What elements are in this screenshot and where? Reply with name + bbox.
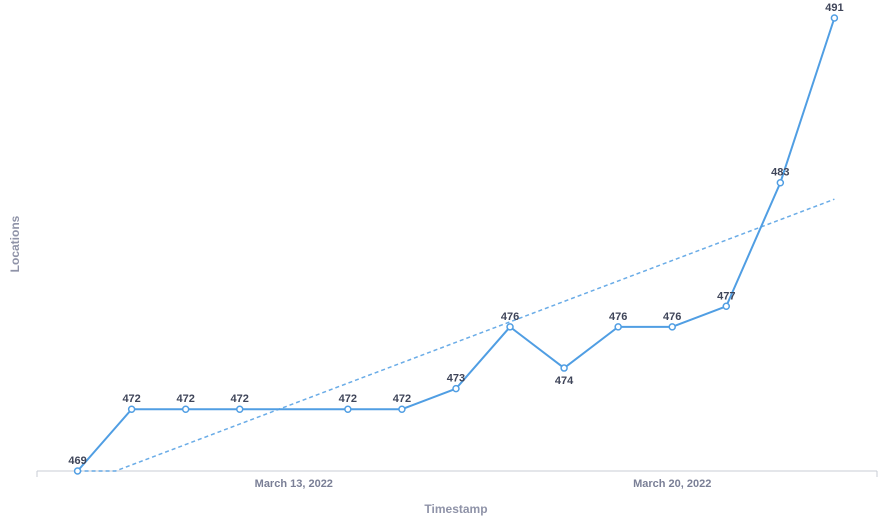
data-point[interactable] xyxy=(127,405,136,413)
data-point[interactable] xyxy=(614,323,622,331)
data-point[interactable] xyxy=(181,405,190,413)
data-point[interactable] xyxy=(506,323,514,331)
data-point[interactable] xyxy=(560,364,568,372)
data-point[interactable] xyxy=(398,405,406,413)
x-tick-label: March 13, 2022 xyxy=(255,478,333,490)
data-label: 476 xyxy=(609,311,627,323)
series-line xyxy=(76,17,836,472)
data-label: 472 xyxy=(393,393,411,405)
data-point[interactable] xyxy=(344,405,352,413)
data-point[interactable] xyxy=(235,405,244,413)
data-label: 469 xyxy=(68,455,86,467)
data-label: 472 xyxy=(339,393,357,405)
x-axis-title: Timestamp xyxy=(424,502,487,516)
data-label: 491 xyxy=(825,2,843,14)
data-point[interactable] xyxy=(668,323,676,331)
data-label: 473 xyxy=(447,373,465,385)
data-point[interactable] xyxy=(452,384,460,393)
trend-line xyxy=(77,198,835,472)
data-label: 483 xyxy=(771,167,789,179)
data-point[interactable] xyxy=(73,467,82,475)
data-label: 476 xyxy=(663,311,681,323)
data-point[interactable] xyxy=(830,14,839,22)
data-label: 472 xyxy=(231,393,249,405)
data-label: 476 xyxy=(501,311,519,323)
data-label: 472 xyxy=(122,393,140,405)
x-tick-label: March 20, 2022 xyxy=(633,478,711,490)
data-label: 472 xyxy=(177,393,195,405)
y-axis-title: Locations xyxy=(8,215,22,272)
data-point[interactable] xyxy=(722,302,731,311)
data-label: 474 xyxy=(555,375,574,387)
data-label: 477 xyxy=(717,290,735,302)
data-point[interactable] xyxy=(776,178,785,187)
